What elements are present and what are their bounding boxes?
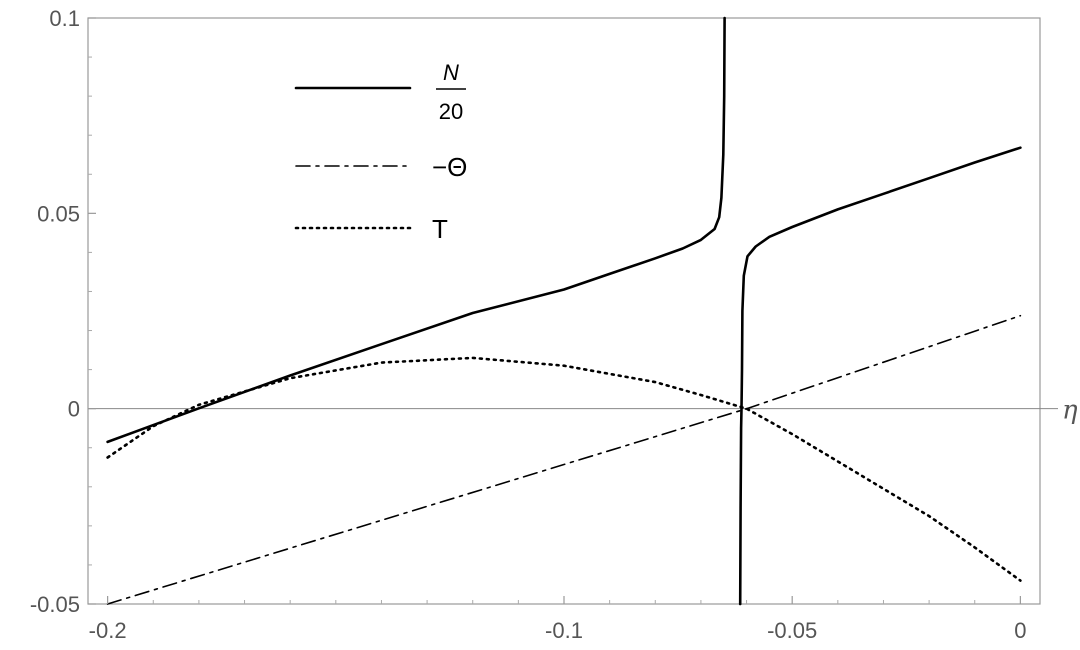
- series-line-2: [106, 314, 1022, 605]
- legend-label-2: −Θ: [432, 152, 467, 182]
- legend-label-3: T: [432, 214, 448, 244]
- x-axis-label: η: [1062, 396, 1078, 426]
- legend: N 20 −Θ T: [294, 60, 467, 244]
- plot-border: [87, 17, 1041, 605]
- x-tick-label: -0.2: [89, 618, 127, 643]
- x-tick-label: -0.1: [545, 618, 583, 643]
- series-line-3: [106, 356, 1022, 582]
- x-tick-label: 0: [1014, 618, 1026, 643]
- y-tick-label: 0: [68, 397, 80, 422]
- y-tick-label: 0.1: [49, 6, 80, 31]
- legend-label-denominator: 20: [439, 99, 463, 124]
- series-line-1-part-1: [106, 16, 726, 444]
- series-line-1-part-2: [738, 146, 1022, 606]
- series-layer: [106, 16, 1022, 606]
- legend-label-numerator: N: [443, 60, 459, 85]
- x-tick-label: -0.05: [767, 618, 817, 643]
- axis-ticks: -0.2 -0.1 -0.05 0 -0.05 0 0.05 0.1: [30, 6, 1027, 643]
- y-tick-label: 0.05: [37, 201, 80, 226]
- y-tick-label: -0.05: [30, 592, 80, 617]
- plot-frame: [87, 17, 1041, 605]
